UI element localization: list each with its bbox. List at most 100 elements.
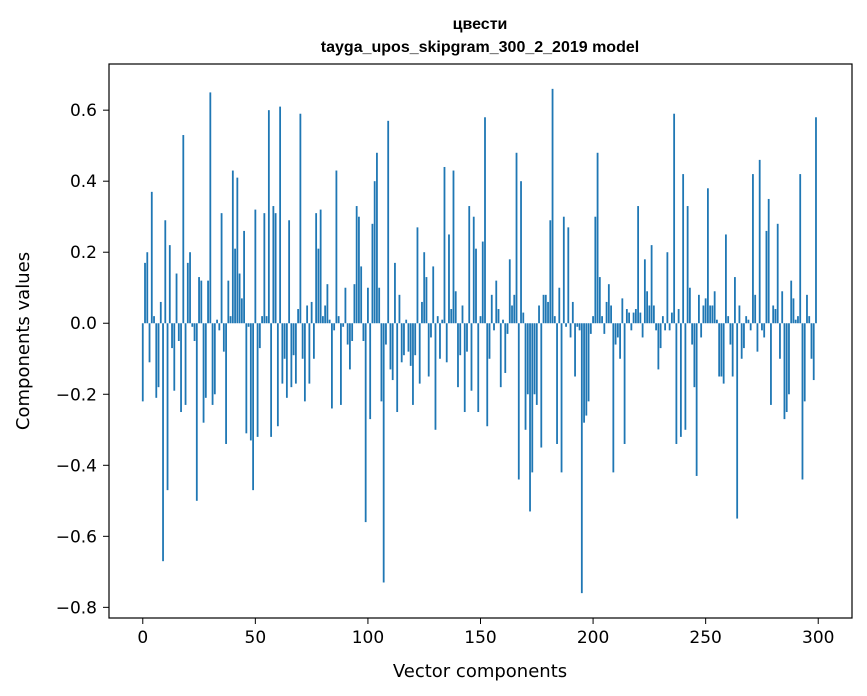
bar-component-76	[312, 323, 315, 359]
bar-component-128	[430, 323, 432, 338]
bar-component-145	[468, 206, 471, 324]
bar-component-297	[810, 323, 813, 359]
bar-component-100	[367, 287, 369, 324]
bar-component-279	[770, 323, 772, 405]
bar-component-163	[508, 259, 511, 324]
bar-component-106	[380, 323, 383, 402]
bar-component-158	[497, 309, 500, 324]
bar-component-29	[207, 280, 209, 324]
bar-component-75	[310, 301, 313, 324]
bar-component-129	[432, 266, 435, 324]
bar-component-223	[643, 259, 646, 324]
bar-component-294	[803, 323, 806, 402]
bar-component-69	[297, 309, 300, 324]
bar-component-56	[267, 110, 270, 324]
bar-component-41	[234, 248, 236, 324]
bar-component-219	[634, 309, 637, 324]
bar-component-288	[790, 280, 793, 324]
y-tick-label: −0.8	[56, 598, 97, 618]
bar-component-211	[616, 323, 619, 338]
bar-component-65	[288, 220, 291, 324]
bar-component-46	[245, 323, 248, 434]
x-tick-label: 100	[352, 628, 384, 648]
bar-component-268	[745, 316, 748, 324]
bar-component-165	[513, 294, 516, 324]
bar-component-58	[272, 206, 275, 324]
bar-component-62	[281, 323, 284, 384]
bar-component-273	[756, 323, 759, 352]
bar-component-164	[511, 305, 513, 324]
bar-component-292	[799, 174, 802, 324]
bar-component-6	[155, 323, 158, 398]
bar-component-151	[481, 241, 484, 324]
bar-component-169	[522, 312, 525, 324]
bar-component-249	[702, 305, 705, 324]
bar-component-16	[177, 323, 180, 341]
bar-component-99	[364, 323, 367, 523]
bar-component-36	[222, 323, 225, 352]
bar-component-50	[254, 209, 257, 324]
bar-component-255	[716, 319, 718, 324]
bar-component-271	[752, 174, 754, 324]
bar-component-247	[698, 294, 700, 324]
y-tick-label: −0.2	[56, 385, 97, 405]
bar-component-216	[628, 312, 630, 324]
bar-component-97	[360, 266, 363, 324]
bar-component-192	[574, 323, 576, 377]
bar-component-134	[443, 166, 446, 324]
bar-component-203	[598, 277, 601, 324]
chart-title: цвести	[453, 16, 508, 33]
bar-component-28	[204, 323, 207, 398]
bar-component-87	[337, 316, 340, 324]
bar-component-189	[567, 227, 570, 324]
bar-component-107	[382, 323, 385, 583]
bar-component-15	[175, 273, 178, 324]
bar-component-181	[549, 220, 552, 324]
bar-component-49	[252, 323, 254, 491]
bar-component-298	[812, 323, 815, 381]
bar-component-27	[202, 323, 205, 423]
bar-component-139	[454, 291, 457, 324]
bar-component-188	[565, 323, 567, 327]
bar-component-227	[652, 305, 655, 324]
bar-component-110	[389, 323, 392, 370]
bar-component-122	[416, 227, 419, 324]
bar-component-299	[815, 117, 817, 324]
bar-component-171	[526, 323, 529, 395]
bar-component-136	[448, 234, 450, 324]
bar-component-114	[398, 294, 401, 324]
bar-component-159	[499, 323, 502, 388]
bar-component-191	[571, 301, 574, 324]
bar-component-131	[436, 316, 439, 324]
bar-component-173	[531, 323, 534, 473]
bar-component-193	[576, 323, 579, 327]
bar-component-277	[765, 230, 768, 324]
bar-component-204	[601, 316, 603, 324]
bar-component-92	[349, 323, 351, 370]
bar-component-168	[520, 181, 522, 324]
bar-component-40	[231, 170, 234, 324]
bar-component-102	[371, 223, 374, 324]
bar-component-295	[806, 294, 808, 324]
bar-component-20	[186, 262, 189, 324]
bar-component-93	[351, 323, 354, 341]
bar-component-250	[704, 298, 707, 324]
bar-component-218	[632, 312, 635, 324]
bar-component-17	[180, 323, 182, 413]
bar-component-245	[693, 323, 696, 388]
bar-component-138	[452, 170, 455, 324]
bar-component-239	[679, 323, 682, 437]
bar-component-141	[459, 323, 462, 356]
bar-component-52	[258, 323, 261, 349]
bar-component-25	[198, 277, 200, 324]
bar-component-37	[225, 323, 227, 444]
bar-component-256	[718, 323, 721, 377]
bar-component-184	[556, 323, 558, 444]
bar-component-137	[450, 309, 453, 324]
bar-component-156	[493, 323, 495, 331]
bar-component-127	[427, 323, 430, 377]
bar-component-267	[743, 323, 745, 349]
bar-component-73	[306, 305, 309, 324]
bar-component-148	[475, 248, 477, 324]
bar-component-248	[700, 323, 703, 338]
